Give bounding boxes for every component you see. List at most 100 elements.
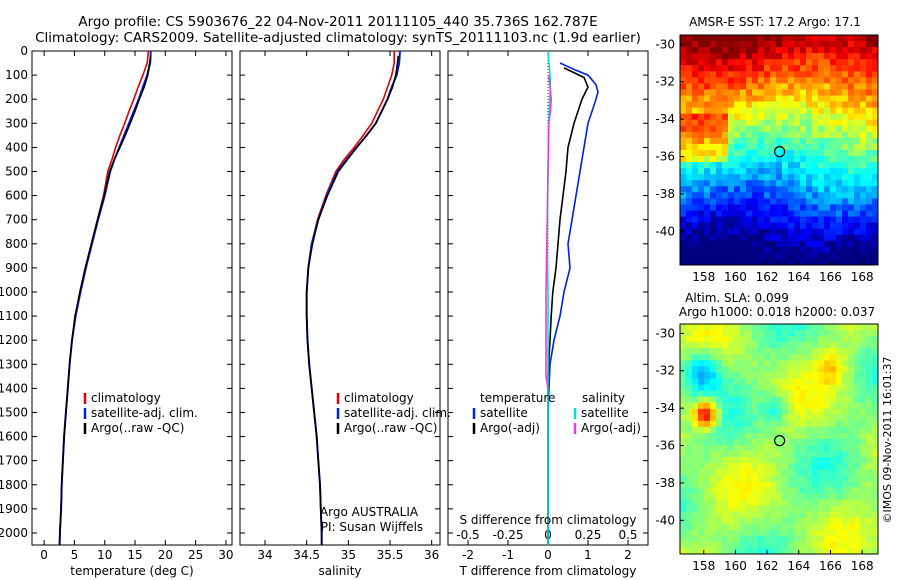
map-cell <box>764 41 771 48</box>
map-cell <box>692 210 699 217</box>
map-cell <box>830 457 837 464</box>
map-cell <box>860 89 867 96</box>
map-cell <box>722 487 729 494</box>
map-cell <box>830 240 837 248</box>
map-cell <box>842 131 849 139</box>
map-cell <box>704 360 711 367</box>
map-cell <box>734 41 741 48</box>
map-cell <box>752 457 759 464</box>
map-cell <box>776 240 783 248</box>
map-cell <box>716 101 723 109</box>
map-cell <box>860 360 867 367</box>
map-cell <box>812 180 819 187</box>
map-cell <box>860 125 867 133</box>
map-cell <box>764 432 771 440</box>
map-cell <box>812 354 819 361</box>
map-cell <box>740 216 747 224</box>
map-cell <box>854 499 861 506</box>
map-cell <box>848 469 855 476</box>
map-cell <box>836 499 843 506</box>
map-cell <box>740 354 747 361</box>
map-cell <box>788 414 795 422</box>
map-cell <box>758 246 765 254</box>
map-cell <box>758 330 765 337</box>
map-cell <box>680 125 687 133</box>
map-cell <box>788 119 795 127</box>
map-cell <box>764 354 771 361</box>
map-cell <box>794 162 801 169</box>
map-cell <box>728 246 735 254</box>
map-cell <box>812 457 819 464</box>
map-cell <box>776 396 783 404</box>
map-cell <box>842 396 849 404</box>
map-x-tick-label: 164 <box>787 559 810 573</box>
map-cell <box>794 547 801 555</box>
map-cell <box>776 487 783 494</box>
x-tick-label: 30 <box>218 548 233 562</box>
map-cell <box>722 186 729 193</box>
map-cell <box>854 535 861 543</box>
map-cell <box>770 535 777 543</box>
map-cell <box>710 192 717 199</box>
map-cell <box>848 137 855 145</box>
map-cell <box>836 426 843 434</box>
map-cell <box>740 246 747 254</box>
map-cell <box>680 384 687 391</box>
map-cell <box>818 330 825 337</box>
map-cell <box>812 493 819 500</box>
map-cell <box>716 41 723 48</box>
map-cell <box>818 47 825 54</box>
map-cell <box>734 517 741 525</box>
map-cell <box>812 336 819 343</box>
map-cell <box>836 366 843 373</box>
map-cell <box>794 390 801 398</box>
map-cell <box>758 469 765 476</box>
map-cell <box>794 246 801 254</box>
map-cell <box>866 162 873 169</box>
map-cell <box>722 481 729 488</box>
map-cell <box>848 360 855 367</box>
map-cell <box>866 113 873 121</box>
map-cell <box>800 258 807 266</box>
map-cell <box>716 384 723 391</box>
map-cell <box>686 432 693 440</box>
map-cell <box>812 222 819 230</box>
map-cell <box>800 222 807 230</box>
map-cell <box>836 342 843 349</box>
map-cell <box>854 210 861 217</box>
map-cell <box>860 240 867 248</box>
map-cell <box>788 234 795 242</box>
map-cell <box>734 384 741 391</box>
map-cell <box>800 137 807 145</box>
map-cell <box>716 408 723 416</box>
map-cell <box>794 53 801 60</box>
map-cell <box>728 252 735 260</box>
map-cell <box>824 240 831 248</box>
map-cell <box>704 463 711 470</box>
map-cell <box>692 53 699 60</box>
map-cell <box>692 216 699 224</box>
series-line-satellite-adj-clim- <box>58 50 152 546</box>
y-tick-label: 1400 <box>0 381 28 395</box>
map-cell <box>872 523 879 531</box>
map-cell <box>686 174 693 181</box>
map-cell <box>716 451 723 458</box>
map-cell <box>848 372 855 379</box>
map-cell <box>824 47 831 54</box>
map-cell <box>692 445 699 452</box>
map-cell <box>866 408 873 416</box>
map-cell <box>728 481 735 488</box>
map-cell <box>872 336 879 343</box>
map-cell <box>728 95 735 102</box>
map-cell <box>746 360 753 367</box>
map-cell <box>824 445 831 452</box>
map-cell <box>740 131 747 139</box>
map-cell <box>824 252 831 260</box>
map-cell <box>746 396 753 404</box>
legend-label-argo: Argo(..raw -QC) <box>344 421 437 435</box>
map-cell <box>812 71 819 78</box>
map-cell <box>728 216 735 224</box>
map-cell <box>764 402 771 410</box>
map-cell <box>794 59 801 66</box>
map-cell <box>806 445 813 452</box>
